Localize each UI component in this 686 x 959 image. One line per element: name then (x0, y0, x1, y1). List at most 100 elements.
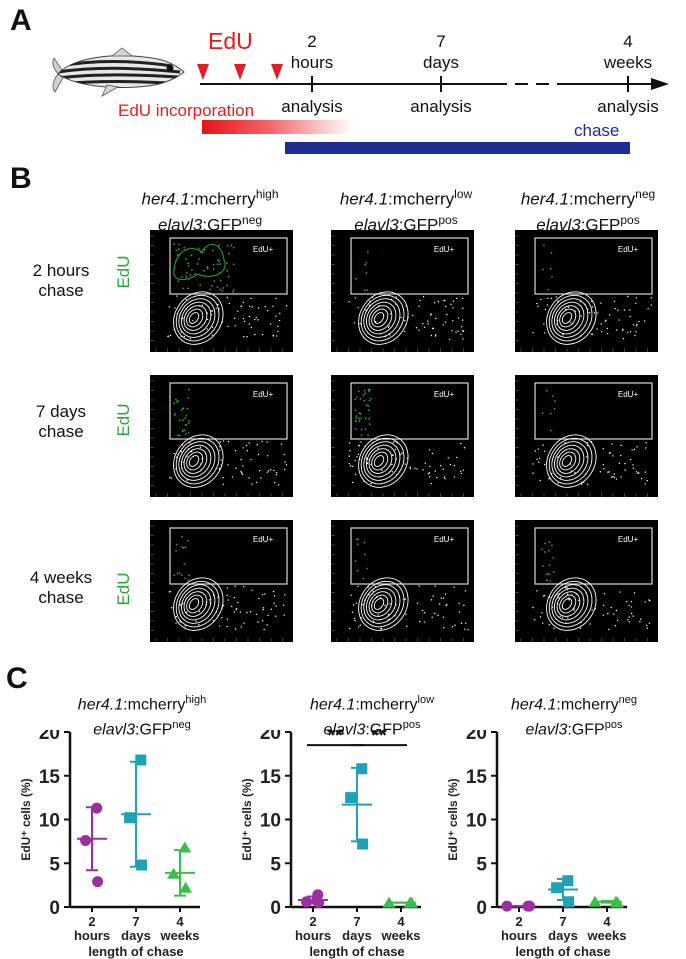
edu-positive-event (232, 290, 235, 293)
edu-positive-event (362, 577, 365, 580)
event-dot (234, 585, 236, 587)
analysis-label-4-weeks: analysis (597, 97, 659, 116)
event-dot (272, 590, 275, 593)
event-dot (537, 448, 540, 450)
contour-line (368, 305, 393, 331)
event-dot (613, 476, 616, 479)
event-dot (190, 450, 193, 453)
edu-positive-event (363, 289, 366, 292)
contour-line (180, 301, 212, 335)
event-dot (577, 599, 580, 602)
event-dot (614, 307, 616, 310)
event-dot (173, 452, 175, 455)
event-dot (192, 320, 194, 322)
event-dot (269, 323, 272, 325)
event-dot (538, 461, 540, 463)
event-dot (246, 335, 248, 338)
event-dot (414, 467, 416, 469)
event-dot (391, 471, 393, 473)
event-dot (561, 616, 564, 619)
event-dot (548, 596, 551, 598)
edu-positive-event (368, 389, 371, 391)
event-dot (395, 296, 397, 298)
edu-positive-event (546, 579, 548, 582)
event-dot (273, 602, 275, 604)
edu-positive-event (219, 288, 222, 291)
x-tick-label: hours (501, 928, 537, 943)
event-dot (451, 330, 453, 332)
event-dot (388, 618, 391, 620)
event-dot (580, 621, 582, 624)
event-dot (635, 331, 637, 333)
edu-positive-event (175, 549, 177, 552)
event-dot (559, 615, 561, 617)
event-dot (644, 601, 646, 603)
event-dot (627, 619, 629, 621)
event-dot (250, 458, 252, 461)
event-dot (387, 613, 390, 616)
event-dot (215, 467, 217, 470)
event-dot (570, 470, 572, 472)
edu-positive-event (178, 572, 181, 574)
event-dot (432, 595, 434, 597)
event-dot (263, 628, 265, 631)
event-dot (284, 468, 286, 471)
event-dot (591, 306, 594, 308)
y-tick-label: 15 (39, 767, 61, 788)
event-dot (367, 458, 369, 461)
event-dot (243, 335, 245, 338)
event-dot (226, 594, 228, 597)
event-dot (239, 611, 242, 613)
event-dot (391, 463, 393, 466)
edu-positive-event (222, 287, 225, 289)
event-dot (372, 305, 375, 308)
contour-line (173, 434, 224, 488)
edu-positive-event (549, 267, 552, 270)
event-dot (354, 619, 356, 622)
contour-line (173, 577, 224, 631)
edu-positive-event (226, 269, 229, 272)
event-dot (646, 627, 649, 629)
event-dot (234, 325, 236, 327)
contour-line (360, 580, 405, 628)
event-dot (220, 459, 222, 461)
event-dot (439, 465, 442, 467)
timepoint-2-hours-label: 2 hours (290, 32, 334, 72)
edu-gate-label: EdU+ (434, 245, 455, 254)
contour-line (186, 308, 204, 328)
y-tick-label: 15 (466, 767, 488, 788)
edu-positive-event (183, 429, 186, 432)
event-dot (404, 598, 407, 600)
event-dot (357, 585, 359, 588)
edu-positive-event (187, 396, 190, 399)
event-dot (434, 470, 436, 472)
edu-gate-label: EdU+ (618, 390, 639, 399)
edu-positive-event (212, 263, 215, 266)
event-dot (586, 308, 589, 310)
event-dot (266, 441, 268, 443)
event-dot (462, 307, 464, 309)
event-dot (445, 604, 447, 607)
event-dot (564, 442, 566, 444)
event-dot (352, 604, 355, 606)
event-dot (630, 600, 633, 603)
event-dot (234, 449, 237, 452)
edu-positive-event (178, 419, 181, 422)
event-dot (581, 483, 583, 486)
contour-line (561, 312, 573, 324)
event-dot (608, 628, 610, 631)
event-dot (198, 610, 201, 613)
event-dot (600, 302, 602, 304)
edu-positive-event (552, 557, 555, 559)
event-dot (638, 320, 640, 323)
data-point (92, 876, 104, 888)
event-dot (407, 317, 409, 319)
event-dot (179, 620, 181, 622)
event-dot (443, 476, 446, 478)
event-dot (255, 316, 257, 319)
event-dot (566, 586, 568, 589)
event-dot (280, 443, 283, 445)
event-dot (370, 463, 372, 466)
edu-gate-label: EdU+ (253, 390, 274, 399)
event-dot (539, 616, 542, 618)
